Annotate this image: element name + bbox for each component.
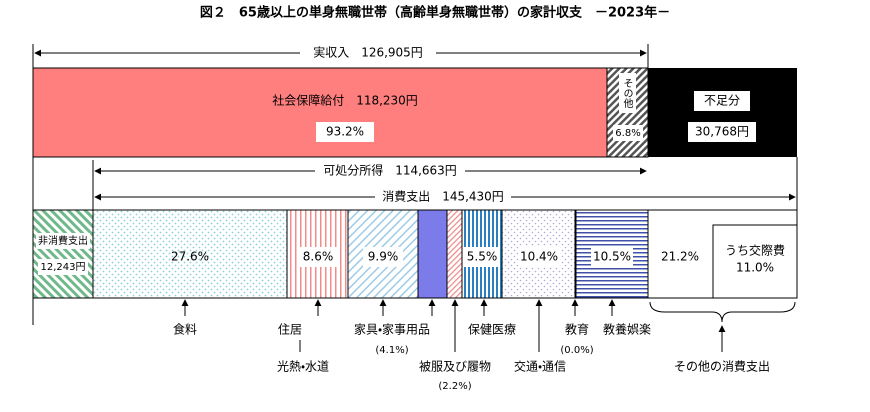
label-bg: [363, 247, 403, 267]
deficit-label: 不足分: [704, 94, 740, 108]
other-income-share: 6.8%: [615, 128, 640, 139]
furniture-block: [417, 209, 448, 299]
label-bg: [591, 247, 633, 267]
education-share: (0.0%): [560, 345, 593, 356]
education-label: 教育: [565, 322, 589, 337]
pointers: [181, 299, 796, 352]
deficit-amount: 30,768円: [695, 125, 749, 139]
social-share: 11.0%: [736, 261, 774, 275]
transport-label: 交通・通信: [514, 360, 566, 374]
non-consumption-label: 非消費支出: [38, 234, 88, 247]
non-consumption-block: [32, 209, 94, 299]
transport-share: 10.4%: [520, 250, 558, 264]
brace: [649, 301, 796, 323]
label-bg: [464, 247, 500, 267]
social-security-label: 社会保障給付 118,230円: [272, 93, 418, 108]
clothing-block: [446, 209, 463, 299]
non-consumption-amount: 12,243円: [41, 262, 86, 273]
label-bg: [694, 91, 750, 111]
deficit-block: [648, 68, 797, 157]
consumption-total: 消費支出 145,430円: [382, 189, 504, 204]
recreation-share: 10.5%: [593, 250, 631, 264]
social-security-share: 93.2%: [326, 125, 364, 139]
label-bg: [316, 122, 374, 142]
food-label: 食料: [173, 323, 197, 337]
other-spending-share: 21.2%: [661, 250, 699, 264]
label-bg: [298, 247, 338, 267]
other-spending-label: その他の消費支出: [674, 359, 770, 374]
utilities-label: 光熱・水道: [277, 360, 329, 374]
label-bg: [38, 259, 88, 275]
label-bg: [518, 247, 560, 267]
label-bg: [315, 163, 465, 179]
spending-bar: [32, 209, 798, 299]
label-bg: [613, 125, 643, 141]
label-bg: [688, 122, 756, 142]
medical-share: 5.5%: [467, 250, 498, 264]
label-bg: [375, 189, 511, 205]
clothing-label: 被服及び履物: [419, 360, 491, 374]
housing-label: 住居: [278, 323, 302, 337]
furniture-share: (4.1%): [375, 345, 408, 356]
recreation-label: 教養娯楽: [603, 322, 651, 337]
clothing-share: (2.2%): [438, 381, 471, 392]
furniture-label: 家具・家事用品: [354, 323, 430, 337]
other-income-label: その他: [621, 78, 633, 109]
housing-share: 8.6%: [303, 250, 334, 264]
label-bg: [36, 233, 90, 249]
label-bg: [300, 45, 436, 61]
medical-label: 保健医療: [468, 323, 516, 337]
disposable-income: 可処分所得 114,663円: [323, 163, 457, 178]
food-block: [92, 209, 288, 299]
utilities-share: 9.9%: [368, 250, 399, 264]
income-total: 実収入 126,905円: [313, 46, 423, 60]
title: 図２ 65歳以上の単身無職世帯（高齢単身無職世帯）の家計収支 －2023年－: [200, 5, 670, 21]
social-security-block: [32, 67, 608, 158]
social-box: [712, 224, 798, 299]
food-share: 27.6%: [171, 250, 209, 264]
label-bg: [619, 73, 636, 113]
social-label: うち交際費: [725, 243, 785, 258]
